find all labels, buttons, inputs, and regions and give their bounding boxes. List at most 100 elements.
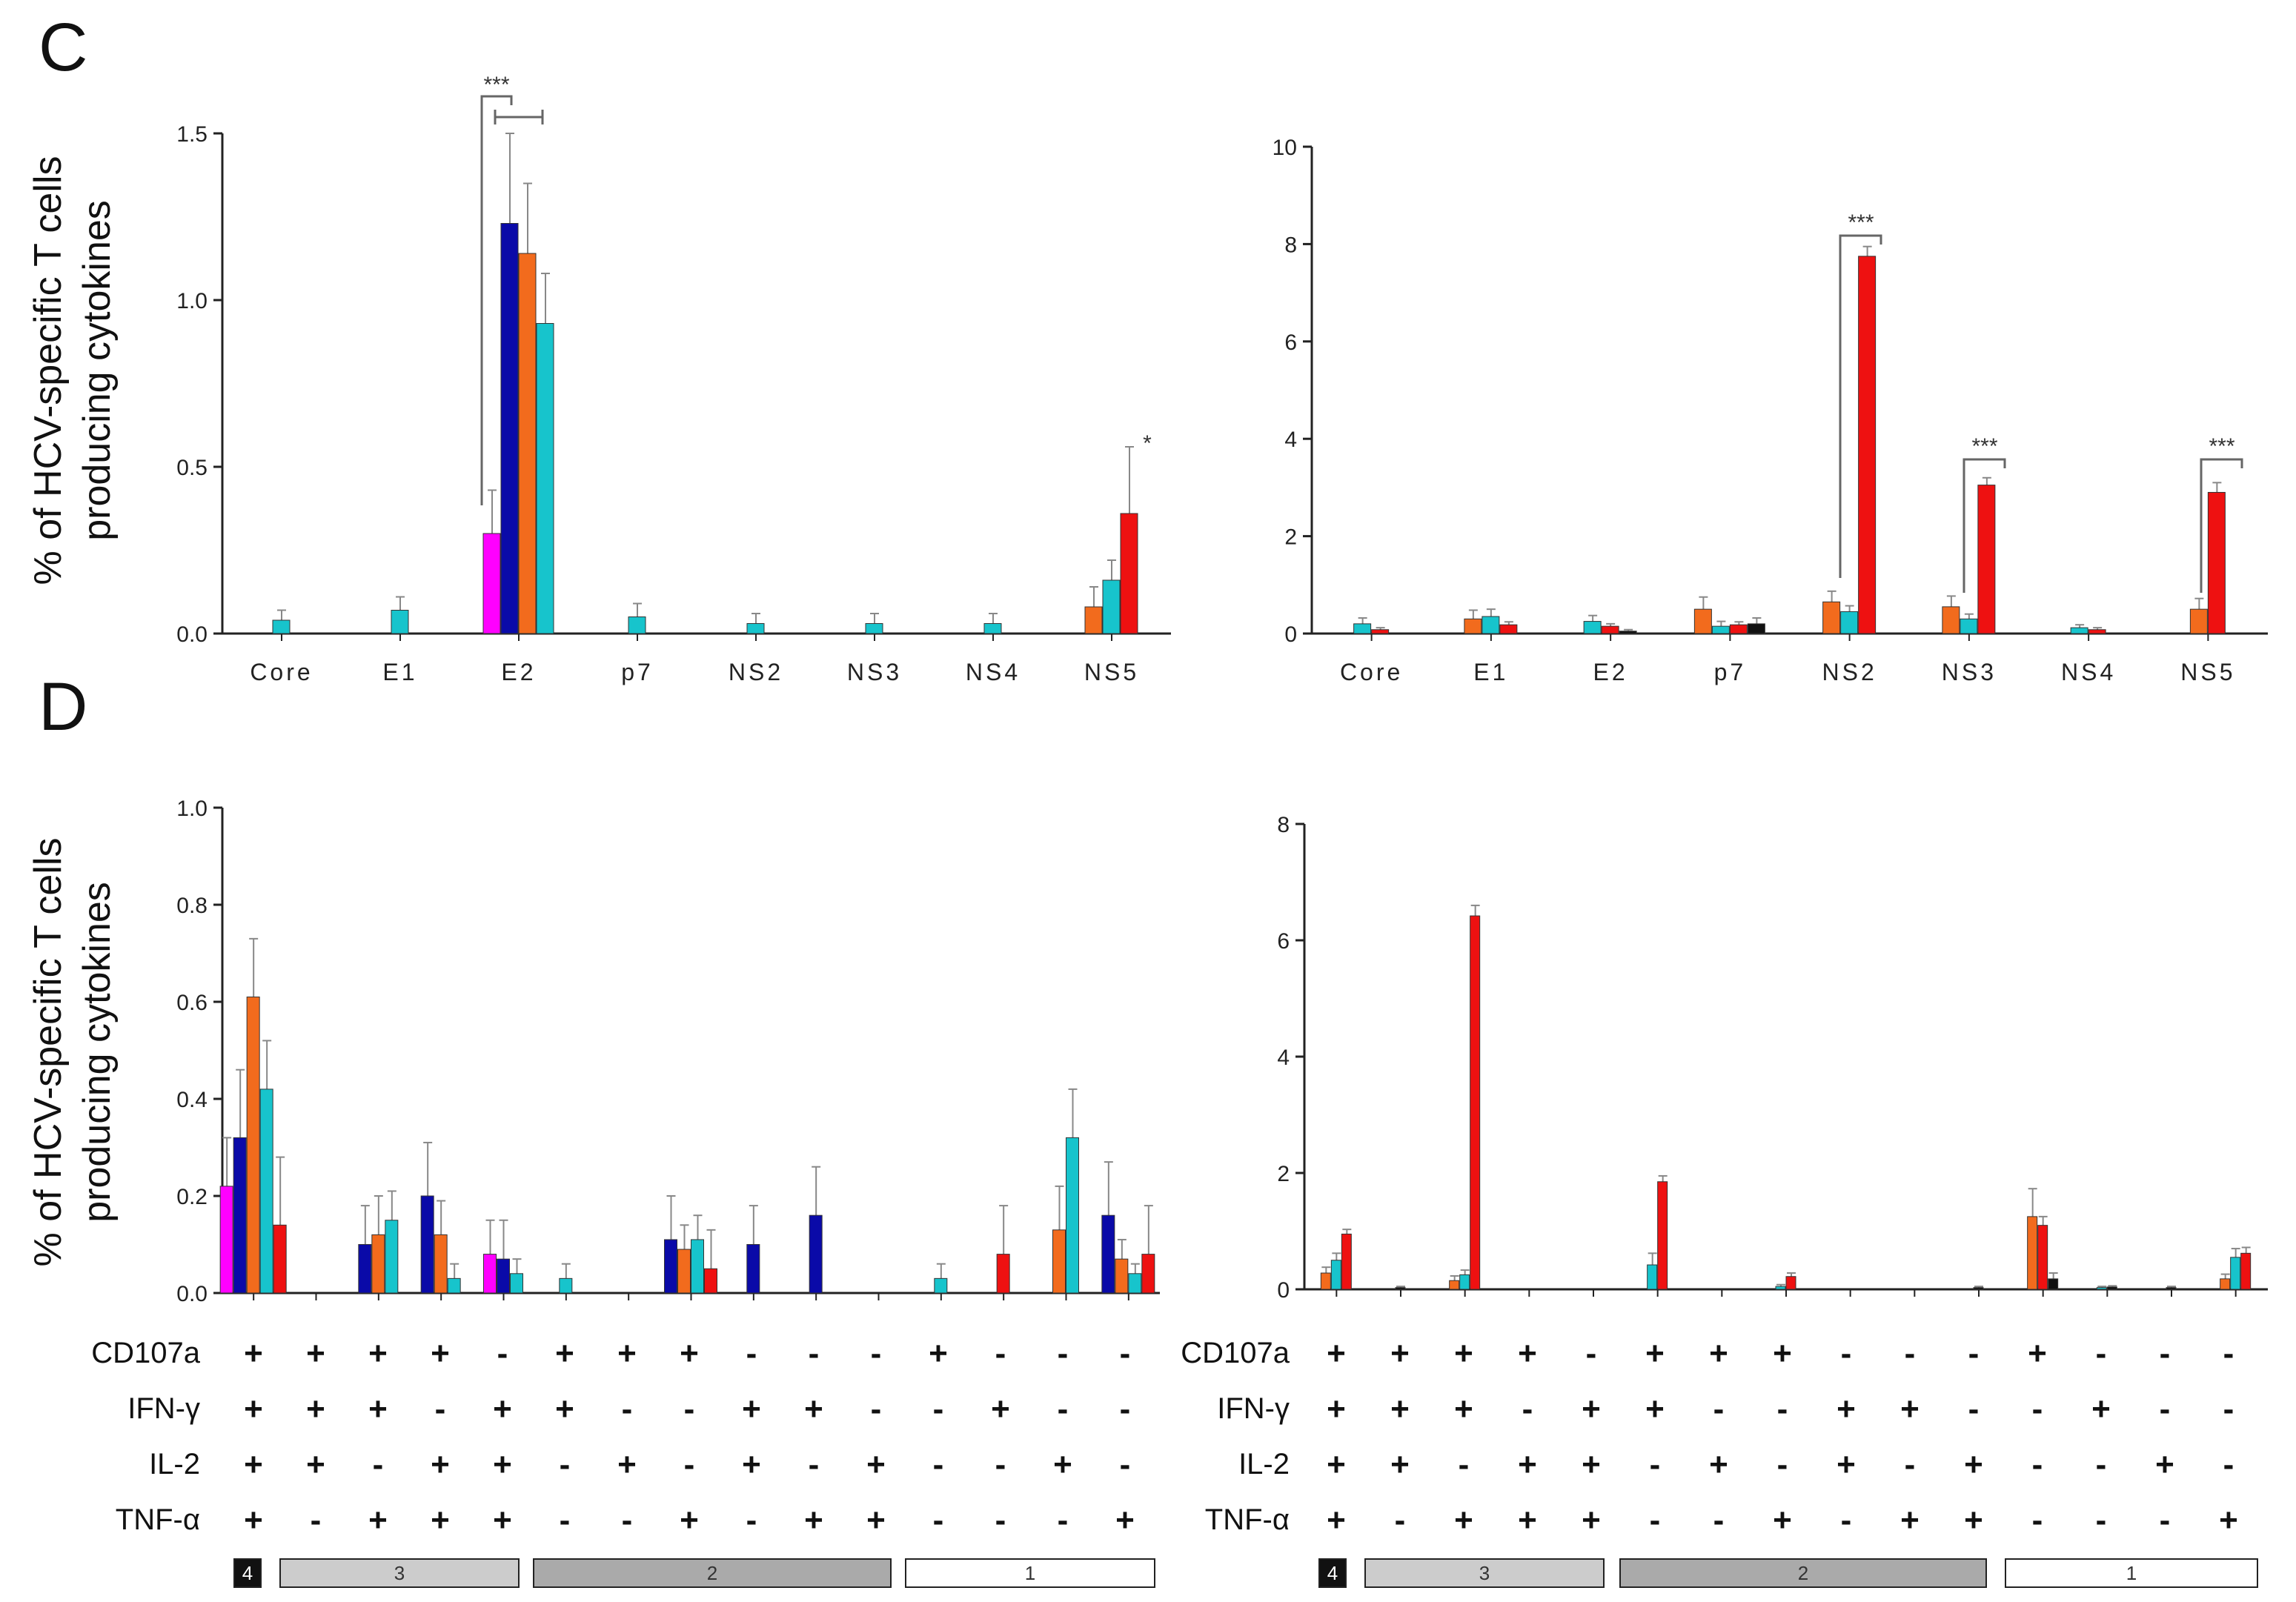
- bar-orange: [246, 996, 260, 1294]
- cytokine-sign: +: [493, 1446, 512, 1483]
- cytokine-sign: -: [995, 1446, 1006, 1483]
- cytokine-sign: +: [866, 1502, 886, 1538]
- cytokine-sign: +: [1518, 1446, 1537, 1483]
- chart-panel-c-right: 0 2 4 6 8 10 Core E1 E2 p7 NS2 NS3 NS4 NS5: [1273, 136, 2268, 685]
- y-tick-label: 8: [1277, 813, 1290, 837]
- bar-blue: [746, 1244, 760, 1294]
- bar-cyan: [1128, 1273, 1142, 1294]
- x-tick-label: p7: [621, 659, 654, 685]
- cytokine-sign: -: [1650, 1502, 1661, 1538]
- bar-blue: [664, 1239, 677, 1294]
- bar-cyan: [510, 1273, 523, 1294]
- y-tick-label: 0.6: [176, 991, 208, 1015]
- bar-orange: [1052, 1229, 1066, 1294]
- cytokine-sign: -: [311, 1502, 322, 1538]
- group-box-1: [905, 1558, 1155, 1588]
- y-axis-title-line-2: producing cytokines: [76, 200, 119, 541]
- cytokine-sign: +: [742, 1446, 761, 1483]
- significance-bracket-ns5: [2200, 458, 2243, 593]
- bar-red: [1601, 625, 1619, 634]
- bar-cyan: [559, 1277, 573, 1294]
- cytokine-sign: -: [1120, 1391, 1131, 1427]
- cytokine-sign: -: [933, 1502, 944, 1538]
- bar-red: [2037, 1225, 2048, 1290]
- bar-magenta: [219, 1186, 233, 1294]
- bar-cyan: [272, 619, 291, 634]
- cytokine-sign: -: [1968, 1335, 1980, 1372]
- y-tick-label: 8: [1284, 233, 1297, 257]
- cytokine-sign: +: [929, 1335, 948, 1372]
- cytokine-sign: +: [1837, 1391, 1856, 1427]
- cytokine-sign: +: [2091, 1391, 2111, 1427]
- cytokine-sign: +: [1773, 1335, 1792, 1372]
- cytokine-sign: -: [1586, 1335, 1597, 1372]
- cytokine-sign: -: [435, 1391, 446, 1427]
- y-tick-label: 1.0: [176, 797, 208, 821]
- bar-cyan: [2096, 1287, 2107, 1290]
- cytokine-sign: +: [1900, 1502, 1920, 1538]
- cytokine-sign: -: [622, 1391, 633, 1427]
- cytokine-sign: +: [555, 1335, 574, 1372]
- group-box-2: [1619, 1558, 1987, 1588]
- bar-red: [996, 1254, 1010, 1294]
- bar-red: [273, 1224, 287, 1294]
- cytokine-row-label: TNF-α: [116, 1503, 200, 1536]
- significance-label-ns5-right: ***: [2209, 434, 2234, 459]
- x-tick-label: NS2: [1822, 659, 1877, 685]
- y-tick-label: 6: [1284, 330, 1297, 355]
- y-tick-label: 1.5: [176, 122, 208, 147]
- cytokine-sign: +: [306, 1391, 325, 1427]
- cytokine-sign: +: [555, 1391, 574, 1427]
- chart-panel-c-left: 0.0 0.5 1.0 1.5 Core E1 E2 p7 NS2 NS3 NS4 NS5: [176, 122, 1171, 685]
- bar-cyan: [746, 623, 765, 634]
- cytokine-sign: +: [1964, 1446, 1983, 1483]
- y-tick-label: 2: [1284, 525, 1297, 550]
- cytokine-row-label: CD107a: [91, 1337, 201, 1369]
- y-tick-label: 6: [1277, 929, 1290, 954]
- bar-cyan: [391, 610, 409, 634]
- bar-red: [1858, 256, 1877, 634]
- cytokine-sign: -: [2032, 1391, 2043, 1427]
- cytokine-sign: -: [684, 1391, 695, 1427]
- cytokine-sign: +: [1645, 1335, 1665, 1372]
- x-tick-label: E1: [382, 659, 417, 685]
- cytokine-sign: +: [1518, 1335, 1537, 1372]
- cytokine-sign: -: [746, 1335, 757, 1372]
- group-box-4: [1318, 1558, 1347, 1588]
- cytokine-sign: +: [2155, 1446, 2174, 1483]
- cytokine-sign: -: [2032, 1446, 2043, 1483]
- cytokine-sign: +: [493, 1502, 512, 1538]
- x-tick-label: NS3: [1942, 659, 1997, 685]
- bar-red: [1120, 513, 1138, 634]
- cytokine-table-left: CD107a IFN-γ IL-2 TNF-α + + + + + + + - + + - + + - + + - + + +…: [91, 1335, 1155, 1588]
- significance-label-ns2: ***: [1848, 210, 1874, 235]
- bar-magenta: [483, 1254, 497, 1294]
- y-tick-label: 0.8: [176, 894, 208, 918]
- cytokine-sign: -: [1713, 1391, 1725, 1427]
- bar-red: [2088, 629, 2106, 634]
- cytokine-sign: +: [1900, 1391, 1920, 1427]
- bar-black: [2106, 1286, 2117, 1290]
- cytokine-row-label: IL-2: [1238, 1448, 1290, 1480]
- y-tick-label: 0.5: [176, 456, 208, 480]
- cytokine-sign: -: [560, 1502, 571, 1538]
- bar-blue: [420, 1195, 434, 1294]
- cytokine-sign: +: [2219, 1502, 2238, 1538]
- cytokine-sign: -: [2032, 1502, 2043, 1538]
- bar-red: [1977, 485, 1996, 634]
- cytokine-sign: +: [493, 1391, 512, 1427]
- cytokine-sign: -: [1120, 1446, 1131, 1483]
- bar-cyan: [1102, 579, 1121, 634]
- bar-cyan: [1482, 616, 1500, 634]
- cytokine-row-label: IFN-γ: [1217, 1392, 1290, 1425]
- bar-cyan: [865, 623, 883, 634]
- y-tick-label: 4: [1284, 428, 1297, 452]
- cytokine-sign: -: [1522, 1391, 1533, 1427]
- y-axis-title-d: % of HCV-specific T cells producing cyto…: [27, 838, 119, 1267]
- y-tick-label: 0: [1277, 1278, 1290, 1303]
- significance-bracket-ns2: [1839, 234, 1882, 578]
- significance-label-e2: ***: [483, 73, 509, 97]
- bar-black: [2166, 1287, 2177, 1290]
- bar-red: [2240, 1252, 2252, 1290]
